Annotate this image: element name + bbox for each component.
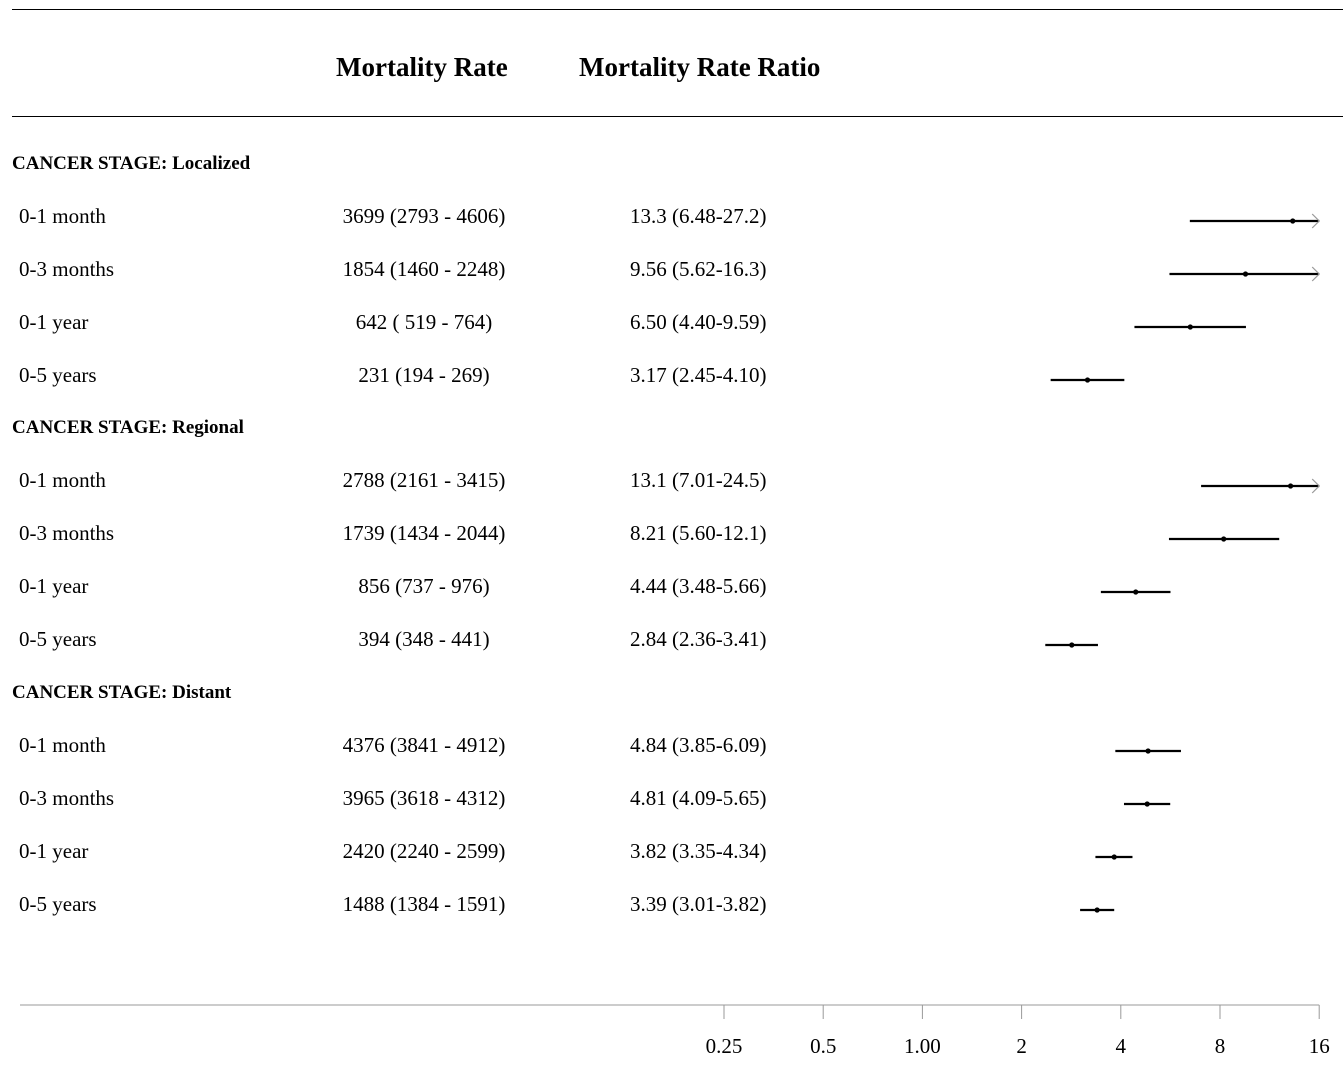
point-estimate	[1242, 271, 1249, 277]
x-tick-label: 2	[1016, 1034, 1027, 1058]
row-label: 0-3 months	[19, 786, 115, 810]
table-row: 0-5 years 1488 (1384 - 1591) 3.39 (3.01-…	[0, 892, 900, 922]
mortality-rate-ratio-value: 8.21 (5.60-12.1)	[630, 521, 767, 545]
x-tick-label: 0.5	[810, 1034, 836, 1058]
point-estimate	[1111, 854, 1117, 860]
mortality-rate-ratio-value: 4.81 (4.09-5.65)	[630, 786, 767, 810]
mortality-rate-ratio-value: 4.84 (3.85-6.09)	[630, 733, 767, 757]
row-label: 0-1 month	[19, 204, 106, 228]
table-row: 0-1 month 4376 (3841 - 4912) 4.84 (3.85-…	[0, 733, 900, 763]
mortality-rate-ratio-value: 9.56 (5.62-16.3)	[630, 257, 767, 281]
header-rule	[12, 116, 1343, 117]
top-rule	[12, 9, 1343, 10]
mortality-rate-value: 856 (737 - 976)	[358, 574, 490, 598]
mortality-rate-ratio-value: 4.44 (3.48-5.66)	[630, 574, 767, 598]
x-tick-label: 8	[1215, 1034, 1226, 1058]
clip-arrow-icon	[1311, 213, 1321, 229]
section-title-regional: CANCER STAGE: Regional	[12, 417, 244, 438]
mortality-rate-value: 1854 (1460 - 2248)	[342, 257, 506, 281]
table-row: 0-1 year 642 ( 519 - 764) 6.50 (4.40-9.5…	[0, 310, 900, 340]
mortality-rate-value: 231 (194 - 269)	[358, 363, 490, 387]
section-title-distant: CANCER STAGE: Distant	[12, 682, 232, 703]
row-label: 0-5 years	[19, 363, 97, 387]
table-row: 0-5 years 231 (194 - 269) 3.17 (2.45-4.1…	[0, 363, 900, 393]
clip-arrow-icon	[1311, 478, 1321, 494]
row-label: 0-1 year	[19, 839, 89, 863]
x-tick-label: 16	[1309, 1034, 1330, 1058]
table-row: 0-3 months 1854 (1460 - 2248) 9.56 (5.62…	[0, 257, 900, 287]
row-label: 0-5 years	[19, 892, 97, 916]
table-row: 0-1 month 2788 (2161 - 3415) 13.1 (7.01-…	[0, 468, 900, 498]
mortality-rate-value: 3965 (3618 - 4312)	[342, 786, 506, 810]
row-label: 0-1 month	[19, 733, 106, 757]
point-estimate	[1221, 536, 1227, 542]
mortality-rate-value: 3699 (2793 - 4606)	[342, 204, 506, 228]
row-label: 0-5 years	[19, 627, 97, 651]
point-estimate	[1290, 218, 1296, 224]
mortality-rate-value: 394 (348 - 441)	[358, 627, 490, 651]
table-row: 0-1 year 2420 (2240 - 2599) 3.82 (3.35-4…	[0, 839, 900, 869]
x-tick-label: 0.25	[706, 1034, 743, 1058]
section-title-localized: CANCER STAGE: Localized	[12, 153, 251, 174]
header-mortality-rate-ratio: Mortality Rate Ratio	[579, 52, 821, 82]
point-estimate	[1187, 324, 1193, 330]
table-row: 0-1 year 856 (737 - 976) 4.44 (3.48-5.66…	[0, 574, 900, 604]
row-label: 0-1 year	[19, 574, 89, 598]
x-tick-label: 1.00	[904, 1034, 941, 1058]
row-label: 0-3 months	[19, 257, 115, 281]
table-row: 0-3 months 3965 (3618 - 4312) 4.81 (4.09…	[0, 786, 900, 816]
mortality-rate-ratio-value: 2.84 (2.36-3.41)	[630, 627, 767, 651]
mortality-rate-ratio-value: 3.39 (3.01-3.82)	[630, 892, 767, 916]
mortality-rate-ratio-value: 3.17 (2.45-4.10)	[630, 363, 767, 387]
mortality-rate-ratio-value: 6.50 (4.40-9.59)	[630, 310, 767, 334]
point-estimate	[1144, 801, 1150, 807]
table-row: 0-3 months 1739 (1434 - 2044) 8.21 (5.60…	[0, 521, 900, 551]
header-mortality-rate: Mortality Rate	[336, 52, 508, 82]
x-tick-label: 4	[1116, 1034, 1127, 1058]
point-estimate	[1145, 748, 1151, 754]
point-estimate	[1094, 907, 1100, 913]
mortality-rate-ratio-value: 3.82 (3.35-4.34)	[630, 839, 767, 863]
mortality-rate-value: 642 ( 519 - 764)	[355, 310, 493, 334]
row-label: 0-3 months	[19, 521, 115, 545]
point-estimate	[1084, 377, 1091, 383]
row-label: 0-1 month	[19, 468, 106, 492]
clip-arrow-icon	[1311, 266, 1321, 282]
mortality-rate-ratio-value: 13.3 (6.48-27.2)	[630, 204, 767, 228]
mortality-rate-value: 2420 (2240 - 2599)	[342, 839, 506, 863]
point-estimate	[1069, 642, 1075, 648]
row-label: 0-1 year	[19, 310, 89, 334]
mortality-rate-value: 1739 (1434 - 2044)	[342, 521, 506, 545]
table-row: 0-1 month 3699 (2793 - 4606) 13.3 (6.48-…	[0, 204, 900, 234]
table-row: 0-5 years 394 (348 - 441) 2.84 (2.36-3.4…	[0, 627, 900, 657]
mortality-rate-value: 4376 (3841 - 4912)	[342, 733, 506, 757]
mortality-rate-value: 1488 (1384 - 1591)	[342, 892, 506, 916]
mortality-rate-value: 2788 (2161 - 3415)	[342, 468, 506, 492]
point-estimate	[1287, 483, 1294, 489]
point-estimate	[1133, 589, 1139, 595]
mortality-rate-ratio-value: 13.1 (7.01-24.5)	[630, 468, 767, 492]
